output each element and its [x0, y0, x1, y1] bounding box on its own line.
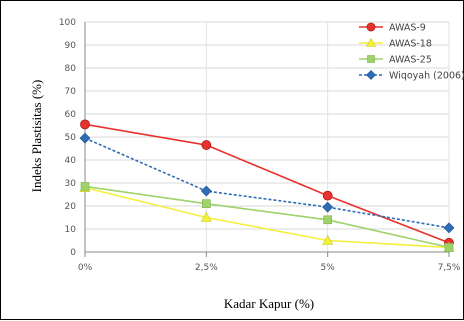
- y-tick-label: 100: [59, 18, 76, 28]
- series-line-awas-25: [84, 185, 450, 249]
- series-line-awas-9: [84, 123, 450, 244]
- legend-marker-awas-25: [367, 55, 375, 63]
- data-point-awas-25: [444, 243, 454, 252]
- y-tick-label: 70: [65, 87, 77, 97]
- legend-label-awas-18: AWAS-18: [389, 39, 432, 50]
- data-point-awas-18: [200, 211, 212, 222]
- data-point-awas-25: [80, 182, 90, 191]
- y-tick-label: 80: [65, 64, 77, 74]
- y-tick-label: 50: [65, 133, 77, 143]
- x-tick-label: 7,5%: [438, 263, 461, 273]
- x-tick-label: 0%: [78, 263, 93, 273]
- data-point-wiqoyah-2006: [79, 132, 91, 144]
- y-tick-label: 60: [65, 110, 77, 120]
- data-point-awas-18: [322, 234, 334, 245]
- legend-marker-wiqoyah-2006: [366, 70, 376, 80]
- legend-marker-awas-9: [366, 22, 376, 32]
- y-tick-label: 40: [65, 156, 77, 166]
- series-line-wiqoyah-2006: [84, 137, 450, 229]
- x-tick-label: 2,5%: [195, 263, 218, 273]
- data-point-awas-9: [80, 119, 90, 130]
- legend-label-awas-25: AWAS-25: [389, 55, 432, 66]
- data-point-wiqoyah-2006: [322, 201, 334, 213]
- legend-marker-awas-18: [365, 37, 377, 47]
- y-tick-label: 90: [65, 41, 77, 51]
- y-tick-label: 20: [65, 202, 77, 212]
- data-point-wiqoyah-2006: [200, 185, 212, 197]
- x-axis-title: Kadar Kapur (%): [224, 296, 314, 311]
- y-tick-label: 0: [70, 248, 76, 258]
- data-point-awas-25: [323, 215, 332, 225]
- y-axis-title: Indeks Plastisitas (%): [29, 80, 44, 193]
- legend-label-wiqoyah-2006: Wiqoyah (2006): [389, 71, 464, 82]
- data-point-awas-25: [202, 199, 211, 208]
- data-point-wiqoyah-2006: [443, 222, 455, 234]
- data-point-awas-9: [201, 140, 212, 150]
- series-line-awas-18: [84, 186, 450, 249]
- y-tick-label: 30: [65, 179, 77, 189]
- data-point-awas-9: [322, 190, 333, 201]
- legend-label-awas-9: AWAS-9: [389, 23, 426, 34]
- y-tick-label: 10: [65, 225, 77, 235]
- x-tick-label: 5%: [321, 263, 336, 273]
